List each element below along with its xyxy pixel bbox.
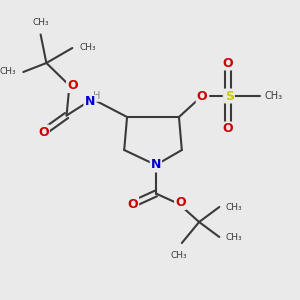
- Text: N: N: [84, 95, 95, 109]
- Text: CH₃: CH₃: [32, 18, 49, 27]
- Text: O: O: [128, 197, 138, 211]
- Text: S: S: [225, 89, 234, 103]
- Text: O: O: [223, 122, 233, 136]
- Text: CH₃: CH₃: [80, 44, 97, 52]
- Text: H: H: [93, 91, 100, 101]
- Text: O: O: [38, 125, 49, 139]
- Text: CH₃: CH₃: [225, 202, 242, 211]
- Text: O: O: [67, 79, 78, 92]
- Text: CH₃: CH₃: [265, 91, 283, 101]
- Text: CH₃: CH₃: [0, 68, 16, 76]
- Text: O: O: [197, 89, 207, 103]
- Text: CH₃: CH₃: [171, 250, 187, 260]
- Text: N: N: [151, 158, 161, 172]
- Text: CH₃: CH₃: [225, 232, 242, 242]
- Text: O: O: [175, 196, 186, 209]
- Text: O: O: [223, 56, 233, 70]
